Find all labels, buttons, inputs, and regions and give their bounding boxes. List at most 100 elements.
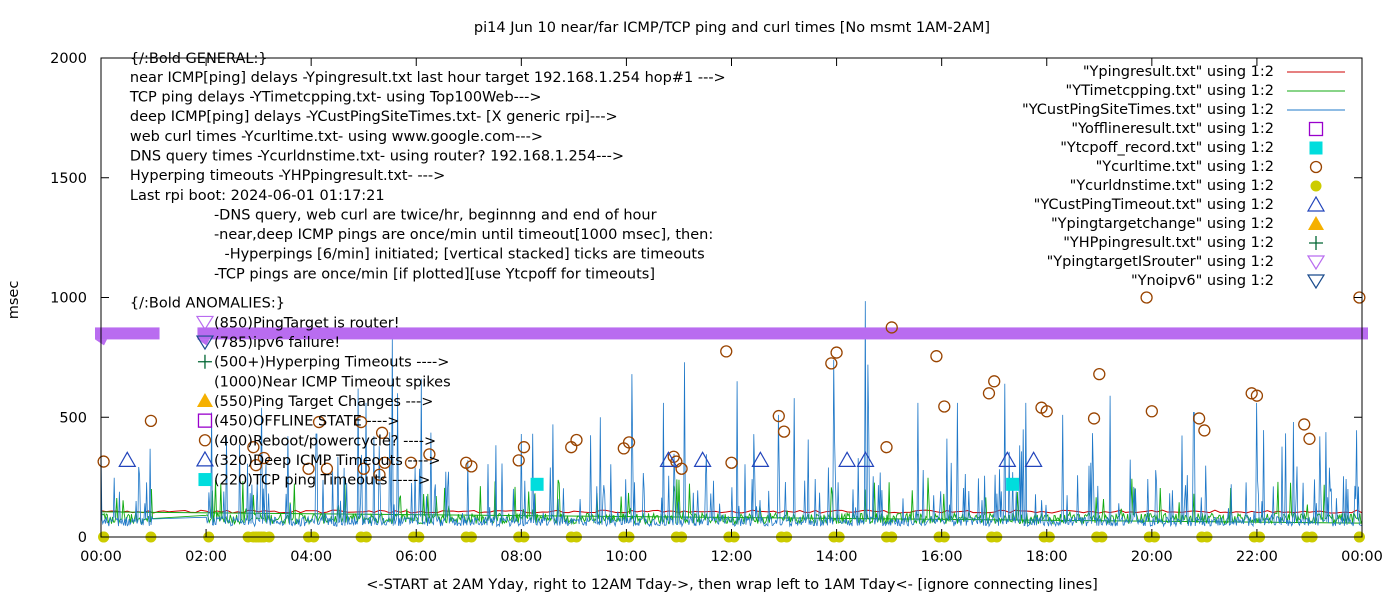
annotation-text: web curl times -Ycurltime.txt- using www… — [130, 129, 543, 145]
annotation-text: (320)Deep ICMP Timeouts ----> — [214, 453, 441, 469]
curl-point — [1087, 412, 1101, 425]
isrouter-band-0 — [95, 327, 160, 340]
y-axis-label: msec — [6, 281, 22, 320]
annotation-text: (850)PingTarget is router! — [214, 315, 400, 331]
isrouter-band-1 — [197, 327, 1368, 340]
curl-point — [249, 458, 263, 472]
curl-point — [982, 387, 996, 400]
x-tick-label: 20:00 — [1131, 549, 1173, 565]
annotation-text: -near,deep ICMP pings are once/min until… — [214, 227, 713, 243]
custto-point — [838, 451, 857, 467]
legend-label: "YCustPingSiteTimes.txt" using 1:2 — [1022, 102, 1274, 118]
legend-marker — [1308, 216, 1324, 230]
legend-marker — [1309, 160, 1323, 174]
legend-label: "YHPpingresult.txt" using 1:2 — [1063, 235, 1274, 251]
x-tick-label: 14:00 — [816, 549, 858, 565]
legend-marker — [1306, 255, 1326, 271]
curl-point — [302, 462, 315, 475]
axes-layer: 0 500 1000 1500 2000 00:00 02:00 04:00 06:00 08:0… — [50, 51, 1383, 565]
legend-marker — [1309, 236, 1323, 250]
annotation-text: (550)Ping Target Changes ---> — [214, 394, 433, 410]
x-tick-label: 08:00 — [500, 549, 542, 565]
annotation-text: {/:Bold ANOMALIES:} — [130, 296, 285, 312]
legend-marker — [1310, 180, 1322, 192]
custto-point — [118, 451, 137, 467]
chart-title: pi14 Jun 10 near/far ICMP/TCP ping and c… — [474, 20, 990, 36]
annotation-text: -Hyperpings [6/min] initiated; [vertical… — [224, 247, 704, 263]
annotation-text: TCP ping delays -YTimetcpping.txt- using… — [129, 90, 542, 106]
tcp-series-line — [100, 477, 1363, 526]
curl-point — [675, 462, 688, 475]
curl-point — [1093, 367, 1106, 381]
curl-point — [144, 414, 158, 427]
annotation-text: DNS query times -Ycurldnstime.txt- using… — [130, 149, 624, 165]
tcpoff-legend-marker — [198, 473, 212, 487]
curl-point — [1353, 291, 1366, 304]
custto-point — [1024, 451, 1043, 467]
x-tick-label: 10:00 — [606, 549, 648, 565]
curl-point — [97, 455, 110, 468]
annotation-text: -TCP pings are once/min [if plotted][use… — [214, 266, 655, 282]
x-tick-label: 22:00 — [1236, 549, 1278, 565]
curl-point — [830, 346, 843, 359]
curl-point — [1198, 424, 1211, 437]
custto-point — [856, 451, 875, 467]
curl-point — [622, 436, 636, 449]
annotation-text: (220)TCP ping Timeouts -----> — [214, 473, 430, 489]
curl-point — [423, 448, 436, 461]
legend-label: "Ytcpoff_record.txt" using 1:2 — [1060, 140, 1274, 156]
curl-point — [357, 462, 370, 475]
y-tick-label: 2000 — [50, 51, 87, 67]
legend-label: "Ypingtargetchange" using 1:2 — [1051, 216, 1274, 232]
tcpoff-point — [530, 477, 544, 491]
annotation-text: -DNS query, web curl are twice/hr, begin… — [214, 207, 657, 223]
custto-point — [751, 451, 770, 467]
x-axis-label: <-START at 2AM Yday, right to 12AM Tday-… — [366, 577, 1098, 593]
annotation-text: Hyperping timeouts -YHPpingresult.txt- -… — [130, 168, 445, 184]
curl-point — [375, 426, 389, 439]
x-tick-label: 12:00 — [711, 549, 753, 565]
curl-point — [720, 345, 733, 358]
x-tick-label: 00:00 — [1341, 549, 1383, 565]
annotation-text: (785)ipv6 failure! — [214, 335, 340, 351]
x-tick-label: 00:00 — [80, 549, 122, 565]
custto-point — [693, 451, 712, 467]
curl-point — [312, 415, 326, 429]
curl-point — [512, 454, 525, 467]
x-tick-label: 06:00 — [395, 549, 437, 565]
legend-marker — [1306, 195, 1326, 212]
curl-point — [1192, 412, 1206, 425]
legend-label: "YpingtargetISrouter" using 1:2 — [1047, 254, 1274, 270]
curl-point — [1040, 405, 1053, 418]
y-tick-label: 0 — [78, 530, 87, 546]
curl-point — [725, 456, 738, 469]
custto-point — [659, 451, 678, 467]
isrouter-legend-marker — [195, 315, 215, 331]
legend-label: "Yofflineresult.txt" using 1:2 — [1071, 121, 1274, 137]
curl-point — [354, 415, 368, 429]
annotation-text: Last rpi boot: 2024-06-01 01:17:21 — [130, 188, 385, 204]
y-tick-label: 1500 — [50, 171, 87, 187]
tcp-trend-line — [100, 511, 1363, 524]
curl-point — [880, 441, 893, 454]
annotation-text: (450)OFFLINE STATE ----> — [214, 414, 400, 430]
curl-point — [1303, 432, 1316, 445]
curl-point — [517, 441, 531, 454]
curl-point — [938, 400, 951, 413]
legend: "Ypingresult.txt" using 1:2 "YTimetcpping… — [1022, 64, 1345, 290]
curl-point — [988, 375, 1001, 388]
curl-point — [772, 409, 785, 423]
cust-series-line — [100, 301, 1363, 528]
x-tick-label: 04:00 — [290, 549, 332, 565]
y-tick-label: 1000 — [50, 291, 87, 307]
tcpoff-point — [1006, 477, 1020, 491]
legend-label: "YTimetcpping.txt" using 1:2 — [1066, 83, 1274, 99]
series-layer — [95, 291, 1368, 543]
curl-point — [373, 468, 386, 481]
y-tick-label: 500 — [59, 410, 87, 426]
annotations-layer: {/:Bold GENERAL:} near ICMP[ping] delays … — [129, 51, 726, 489]
curl-point — [1145, 405, 1158, 418]
noipv6-legend-marker — [195, 335, 215, 351]
curl-point — [247, 441, 260, 454]
